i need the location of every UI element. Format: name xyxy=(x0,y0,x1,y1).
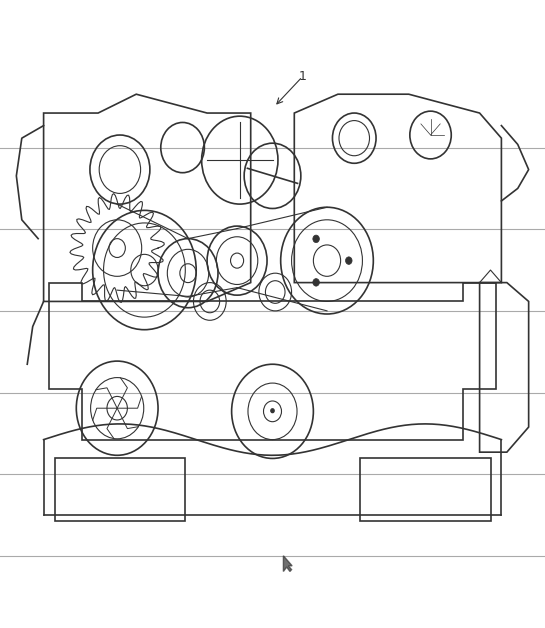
Text: 1: 1 xyxy=(299,70,306,83)
Circle shape xyxy=(313,235,319,242)
Polygon shape xyxy=(283,556,292,571)
Circle shape xyxy=(313,279,319,286)
Circle shape xyxy=(346,257,352,264)
Circle shape xyxy=(271,409,274,413)
